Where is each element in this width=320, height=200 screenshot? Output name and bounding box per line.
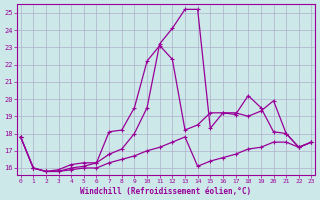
X-axis label: Windchill (Refroidissement éolien,°C): Windchill (Refroidissement éolien,°C) [80, 187, 252, 196]
